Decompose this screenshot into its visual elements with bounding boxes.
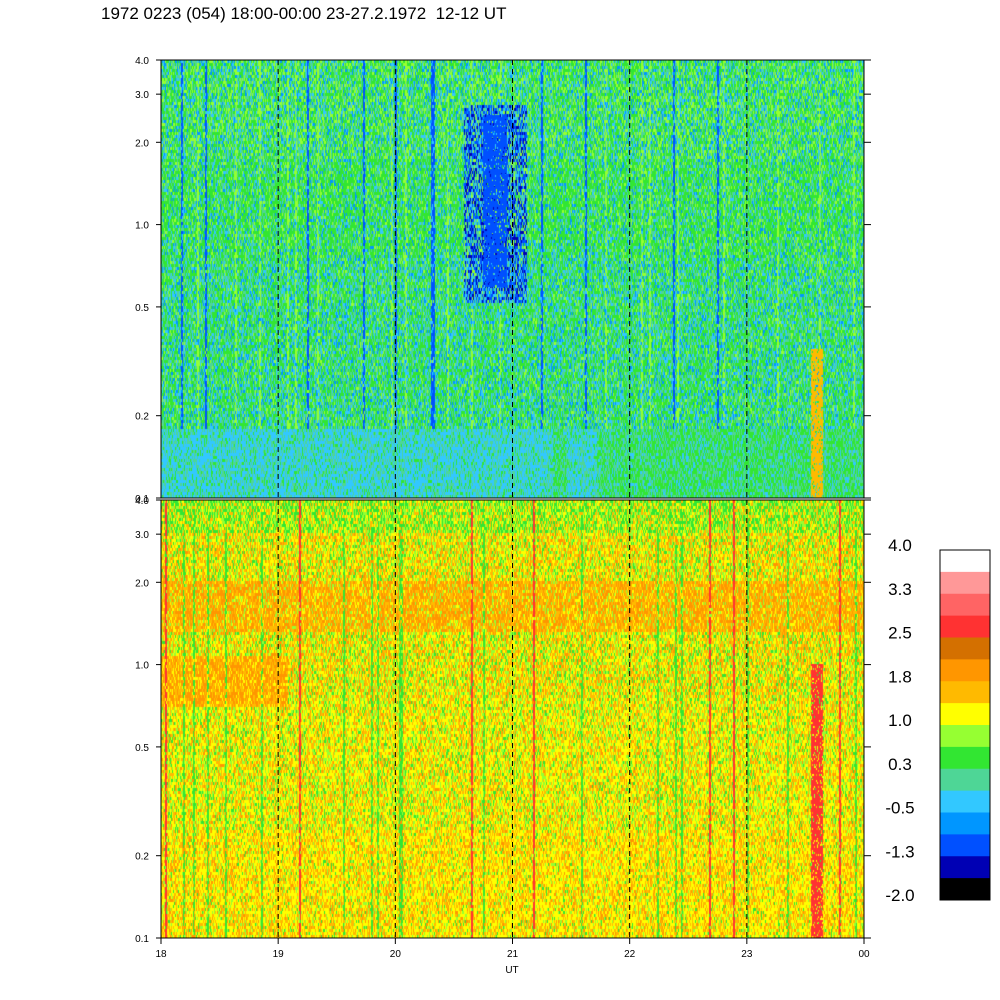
colorbar-segment: [940, 615, 990, 638]
colorbar-label: -2.0: [885, 886, 914, 905]
colorbar-label: 0.3: [888, 755, 912, 774]
colorbar-segment: [940, 856, 990, 879]
y-tick-label: 0.5: [135, 303, 149, 314]
colorbar-segment: [940, 593, 990, 617]
colorbar-label: 3.3: [888, 580, 912, 599]
y-tick-label: 3.0: [135, 530, 149, 541]
y-tick-label: 3.0: [135, 90, 149, 101]
y-tick-label: 0.2: [135, 412, 149, 423]
y-tick-label: 0.1: [135, 934, 149, 945]
colorbar-label: 4.0: [888, 536, 912, 555]
chart-title: 1972 0223 (054) 18:00-00:00 23-27.2.1972…: [101, 4, 507, 23]
colorbar-segment: [940, 571, 990, 595]
x-axis-label: UT: [505, 965, 518, 976]
colorbar-label: 1.8: [888, 667, 912, 686]
y-tick-label: 2.0: [135, 578, 149, 589]
upper-frame: [160, 59, 865, 499]
y-tick-label: 4.0: [135, 56, 149, 67]
x-axis: 18 19 20 21 22 23 00 UT: [155, 938, 870, 976]
x-tick-label: 21: [507, 949, 519, 960]
colorbar-label: -0.5: [885, 799, 914, 818]
colorbar-frame: [939, 549, 991, 901]
x-tick-label: 23: [741, 949, 753, 960]
colorbar-segment: [940, 725, 990, 748]
x-tick-label: 22: [624, 949, 636, 960]
y-tick-label: 0.1: [135, 494, 149, 505]
y-tick-label: 2.0: [135, 138, 149, 149]
colorbar-segment: [940, 834, 990, 857]
x-tick-label: 20: [390, 949, 402, 960]
colorbar-label: -1.3: [885, 842, 914, 861]
y-tick-label: 4.0: [135, 496, 149, 507]
colorbar-segment: [940, 746, 990, 770]
x-tick-label: 00: [858, 949, 870, 960]
colorbar-segment: [940, 878, 990, 901]
colorbar-segment: [940, 768, 990, 792]
colorbar-segment: [940, 550, 990, 573]
colorbar-segment: [940, 681, 990, 704]
colorbar-segment: [940, 812, 990, 835]
y-tick-label: 0.2: [135, 852, 149, 863]
x-tick-label: 19: [273, 949, 285, 960]
colorbar-segment: [940, 637, 990, 660]
y-tick-label: 1.0: [135, 221, 149, 232]
colorbar: 4.0 3.3 2.5 1.8 1.0 0.3 -0.5 -1.3 -2.0: [885, 536, 991, 905]
colorbar-segment: [940, 703, 990, 726]
colorbar-label: 2.5: [888, 624, 912, 643]
x-tick-label: 18: [155, 949, 167, 960]
y-tick-label: 0.5: [135, 743, 149, 754]
y-tick-label: 1.0: [135, 661, 149, 672]
colorbar-segment: [940, 659, 990, 682]
colorbar-segment: [940, 790, 990, 813]
colorbar-label: 1.0: [888, 711, 912, 730]
